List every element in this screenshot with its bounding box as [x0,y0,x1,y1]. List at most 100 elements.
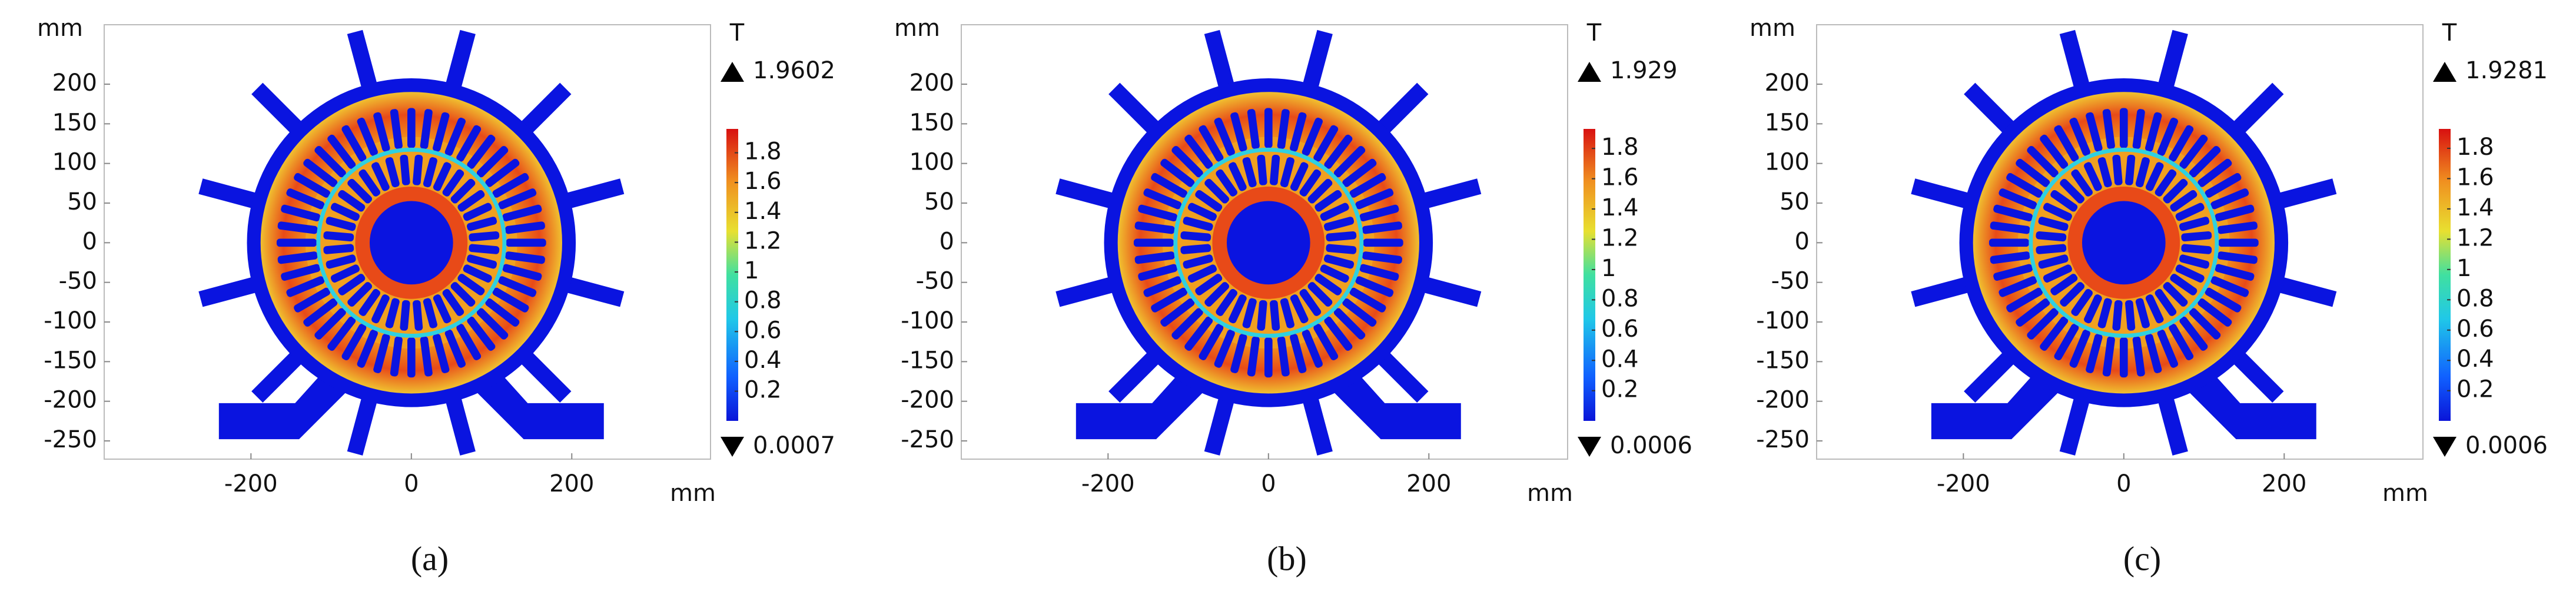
colorbar-unit: T [1586,19,1602,47]
rotor-slot [1187,202,1217,221]
colorbar-unit: T [2442,19,2457,47]
slot [1355,188,1394,210]
slot [1362,251,1402,264]
slot [476,308,509,340]
slot [2086,112,2103,152]
slot [444,117,466,156]
colorbar [1584,129,1595,421]
max-marker [721,62,744,82]
rotor-slot [2170,274,2197,295]
slot [1342,158,1377,187]
rotor-slot [463,202,492,221]
slot [407,337,416,378]
rotor-slot [1320,202,1349,221]
slot [2145,112,2162,152]
rotor-slot [2060,282,2085,307]
max-label: 1.9602 [753,57,835,84]
slot [1143,276,1182,297]
x-tick-label: 0 [1261,470,1276,497]
slot [504,221,545,234]
colorbar-tick-label: 1.2 [744,227,782,254]
rotor-slot [1180,244,1211,254]
slot [2069,329,2090,368]
shaft [1226,201,1310,285]
air-gap [316,147,507,338]
rotor-slot [2181,231,2212,242]
rotor-slot [326,217,356,231]
slot [1359,264,1399,281]
rotor-slot [1280,157,1294,188]
colorbar-tick-label: 1.8 [1601,134,1639,161]
y-tick-label: 100 [909,149,954,176]
y-tick-label: 200 [52,69,97,97]
motor [198,29,625,456]
air-gap [2029,147,2219,338]
slot [1143,188,1182,210]
y-tick-label: 50 [1780,188,1810,215]
colorbar-tick-label: 1.6 [2457,164,2494,191]
rotor-slot [2179,217,2210,231]
panel-caption: (b) [1267,539,1307,577]
slot [1247,336,1260,377]
slot [1999,188,2037,210]
slot [390,336,403,377]
slot [1989,238,2030,247]
slot [420,336,433,377]
colorbar [726,129,738,421]
colorbar-tick-label: 0.2 [2457,376,2494,403]
rotor-slot [1280,298,1294,328]
y-tick-label: 100 [1765,149,1810,176]
colorbar-tick-label: 1.4 [744,198,782,225]
y-tick-label: -50 [916,268,954,295]
slot [2102,336,2115,377]
y-tick-label: 150 [909,109,954,136]
slot [2205,172,2242,198]
slot [2040,134,2069,169]
min-marker [721,437,744,457]
rotor-slot [450,282,476,307]
slot [485,298,520,327]
slot [357,329,378,368]
slot [1230,112,1247,152]
y-tick-label: -200 [901,387,954,414]
y-tick-label: 200 [909,69,954,97]
slot [2027,308,2059,340]
rotor-slot [338,274,366,295]
x-unit: mm [2382,480,2428,507]
slot [2205,287,2242,313]
foot [1075,363,1213,440]
rotor-slot [1216,288,1237,316]
max-label: 1.9281 [2465,57,2548,84]
rotor-slot [1183,254,1213,269]
slot [1133,238,1174,247]
rotor-slot [457,190,485,212]
max-label: 1.929 [1610,57,1678,84]
slot [1349,172,1386,198]
slot [2006,287,2043,313]
slot [294,287,330,313]
rotor-slot [1257,300,1267,331]
slot [2218,238,2259,247]
rotor-slot [1270,300,1280,331]
slot [314,308,346,340]
y-tick-label: -100 [901,307,954,334]
colorbar-tick-label: 0.6 [2457,316,2494,343]
slot [467,316,496,351]
rotor-slot [2135,157,2150,188]
rotor-slot [2135,298,2150,328]
slot [281,204,321,222]
rotor-slot [2043,202,2072,221]
rotor-slot [1307,178,1333,204]
rotor-slot [358,288,380,316]
slot [456,125,482,162]
foot [1931,363,2068,440]
rotor-slot [450,178,476,204]
slot [485,158,520,187]
y-tick-label: -250 [901,426,954,453]
rotor-slot [1290,162,1309,191]
x-tick-label: 200 [549,470,594,497]
rotor-slot [2084,162,2102,191]
slot [1230,334,1247,373]
colorbar-tick-label: 0.4 [744,347,782,374]
slot [341,324,367,360]
